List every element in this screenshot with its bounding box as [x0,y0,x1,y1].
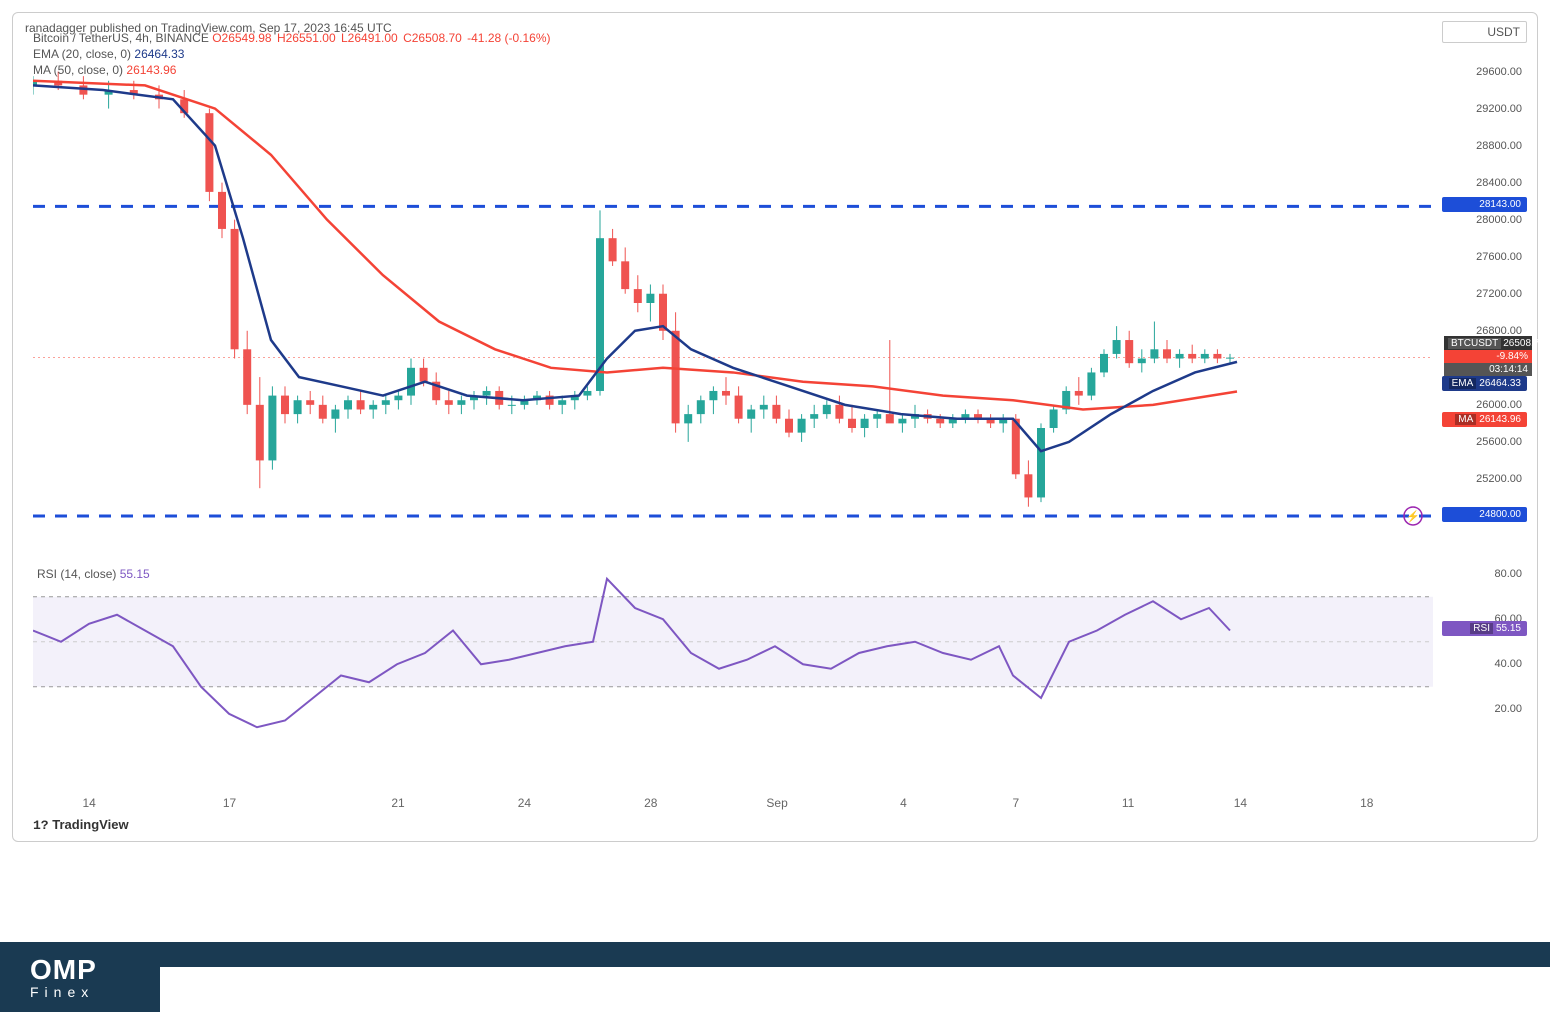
ma-legend: MA (50, close, 0) [33,63,123,77]
ohlc-values: O26549.98 H26551.00 L26491.00 C26508.70 … [212,31,552,45]
pair-label: Bitcoin / TetherUS, 4h, BINANCE [33,31,209,45]
quote-currency-tag: USDT [1442,21,1527,43]
x-axis: 1417212428Sep47111418 [33,796,1437,816]
price-y-axis: 29600.0029200.0028800.0028400.0028000.00… [1442,53,1522,553]
brand-logo: OMP [30,954,97,985]
rsi-y-axis: 80.0060.0040.0020.00 [1442,563,1522,743]
tradingview-watermark: 1? TradingView [33,817,129,833]
rsi-legend: RSI (14, close) [37,567,116,581]
chart-container: ranadagger published on TradingView.com,… [12,12,1538,842]
brand-sub: Finex [30,984,97,1000]
price-chart-pane[interactable]: ⚡ 29600.0029200.0028800.0028400.0028000.… [33,53,1437,553]
rsi-pane[interactable]: RSI (14, close) 55.15 80.0060.0040.0020.… [33,563,1437,743]
page-footer: OMP Finex [0,942,1550,1012]
ema-legend: EMA (20, close, 0) [33,47,131,61]
chart-legend: Bitcoin / TetherUS, 4h, BINANCE O26549.9… [33,31,553,77]
svg-text:⚡: ⚡ [1406,510,1420,523]
